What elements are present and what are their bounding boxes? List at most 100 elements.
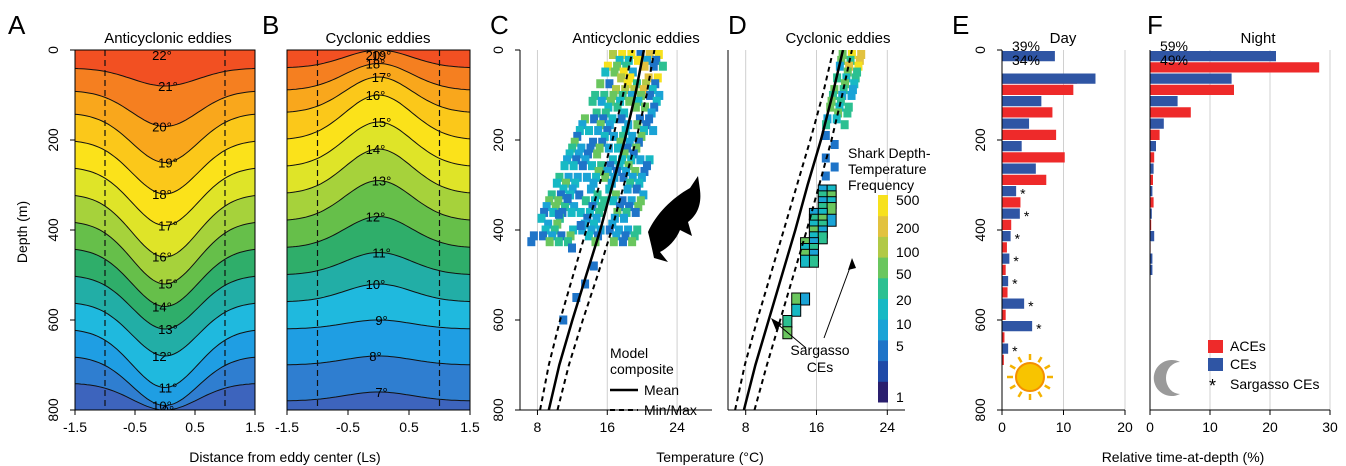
frequency-cell [830, 140, 839, 149]
frequency-cell [782, 315, 793, 328]
frequency-cell [617, 73, 626, 83]
frequency-cell [553, 219, 562, 229]
frequency-cell [574, 149, 583, 159]
bar-ce [1002, 321, 1033, 332]
frequency-cell [559, 315, 568, 325]
frequency-cell [605, 120, 614, 130]
model-mean-line [742, 50, 845, 410]
x-tick-label: 1.5 [460, 419, 480, 435]
panel-a: 22° 21° 20° 19° 18° 17° 16° 15° 14° 13° 12° 11° 10°9… [45, 46, 265, 435]
colorbar-segment [878, 298, 888, 320]
frequency-cell [583, 149, 592, 159]
y-tick-label: 400 [45, 218, 61, 242]
bar-ace [1002, 264, 1006, 275]
frequency-cell [605, 79, 614, 89]
isotherm-label: 8° [369, 349, 381, 364]
y-tick-label: 800 [972, 398, 988, 422]
isotherm-line [75, 195, 255, 258]
frequency-cell [627, 196, 636, 206]
frequency-cell [554, 237, 563, 247]
sargasso-star: * [1015, 230, 1021, 246]
temperature-band [287, 149, 470, 220]
isotherm-line [287, 121, 470, 167]
frequency-cell [648, 85, 657, 95]
title-e: Day [1050, 30, 1077, 47]
frequency-cell [587, 225, 596, 235]
sun-icon [1007, 354, 1053, 400]
sun-ray [1017, 391, 1023, 398]
frequency-cell [817, 231, 828, 245]
bar-ce [1002, 141, 1022, 152]
frequency-cell [637, 131, 646, 141]
frequency-cell [613, 207, 622, 217]
bar-ce [1150, 253, 1153, 264]
x-tick-label: 16 [809, 419, 825, 435]
bar-ace [1150, 174, 1153, 185]
frequency-cell [636, 155, 645, 165]
frequency-cell [564, 172, 573, 182]
frequency-cell [839, 85, 848, 95]
frequency-cell [847, 50, 856, 59]
frequency-cell [622, 61, 631, 71]
frequency-cell [626, 178, 635, 188]
frequency-cell [632, 143, 641, 153]
y-tick-label: 400 [972, 218, 988, 242]
isotherm-label: 11° [159, 380, 178, 395]
frequency-cell [631, 167, 640, 176]
bar-ce [1150, 51, 1276, 62]
frequency-cell [556, 190, 565, 200]
bar-ce [1002, 208, 1020, 219]
frequency-cell [527, 237, 536, 247]
frequency-cell [642, 120, 651, 130]
bar-ace [1002, 84, 1074, 95]
frequency-cell [616, 137, 625, 147]
colorbar-segment [878, 195, 888, 217]
bar-ce [1002, 163, 1036, 174]
frequency-cell [593, 190, 602, 200]
frequency-cell [608, 155, 617, 165]
panel-f: 0 10 20 30 59%49% ACEs CEs * Sargasso CEs [1146, 38, 1338, 435]
isotherm-label: 17° [158, 218, 178, 233]
legend-swatch-ce [1208, 358, 1223, 371]
frequency-cell [539, 231, 548, 241]
panel-letter-e: E [952, 10, 969, 40]
frequency-cell [649, 126, 658, 136]
frequency-cell [615, 202, 624, 212]
bar-ace [1002, 242, 1007, 253]
sun-ray [1017, 356, 1023, 363]
frequency-cell [583, 213, 592, 223]
isotherm-label: 19° [372, 48, 392, 63]
frequency-cell [572, 293, 581, 302]
bar-ace [1002, 107, 1053, 118]
frequency-cell [568, 184, 577, 194]
frequency-cell [594, 167, 603, 176]
pct-ce: 39% [1012, 38, 1040, 54]
frequency-cell [622, 207, 631, 217]
frequency-cell [835, 102, 844, 112]
temperature-band [287, 320, 470, 365]
frequency-cell [625, 137, 634, 147]
panel-letter-d: D [728, 10, 747, 40]
legend-mean-label: Mean [644, 382, 679, 398]
frequency-cell [601, 108, 610, 118]
frequency-cell [645, 50, 654, 59]
frequency-cell [624, 225, 633, 235]
frequency-cell [606, 96, 615, 106]
frequency-cell [601, 172, 610, 182]
frequency-cell [573, 131, 582, 141]
frequency-cell [619, 67, 628, 77]
bar-ace [1150, 84, 1234, 95]
y-tick-label: 200 [45, 128, 61, 152]
bar-ce [1002, 231, 1011, 242]
temperature-band [75, 195, 255, 284]
colorbar-tick-label: 50 [896, 266, 912, 282]
colorbar-tick-label: 5 [896, 338, 904, 354]
frequency-cell [601, 67, 610, 77]
bar-ace [1002, 354, 1004, 365]
frequency-cell [600, 131, 609, 141]
frequency-cell [581, 279, 590, 289]
contour-body: 20°19°18°17° 16° 15° 14° 13° 12° 11° 10° 9° 8° 7° [287, 48, 470, 410]
frequency-cell [635, 114, 644, 124]
frequency-cell [623, 79, 632, 89]
